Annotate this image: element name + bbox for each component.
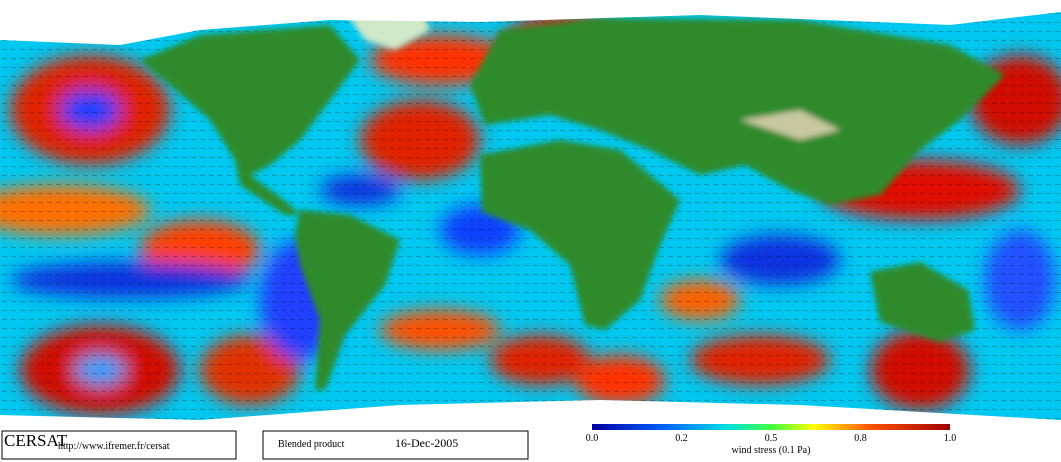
product-date: 16-Dec-2005 bbox=[395, 436, 458, 450]
product-box bbox=[262, 430, 529, 460]
colorbar bbox=[592, 424, 950, 430]
credit: CERSAT bbox=[4, 431, 68, 450]
product-name: Blended product bbox=[278, 439, 345, 450]
colorbar-tick-label: 0.0 bbox=[586, 433, 599, 444]
colorbar-tick-label: 0.5 bbox=[765, 433, 778, 444]
colorbar-tick-label: 0.8 bbox=[854, 433, 867, 444]
land bbox=[140, 5, 1005, 390]
credit-box bbox=[1, 430, 237, 460]
colorbar-tick-label: 1.0 bbox=[944, 433, 957, 444]
ice bbox=[0, 0, 1061, 430]
colorbar-tick-label: 0.2 bbox=[675, 433, 688, 444]
colorbar-label: wind stress (0.1 Pa) bbox=[732, 445, 811, 456]
url: http://www.ifremer.fr/cersat bbox=[58, 441, 170, 452]
